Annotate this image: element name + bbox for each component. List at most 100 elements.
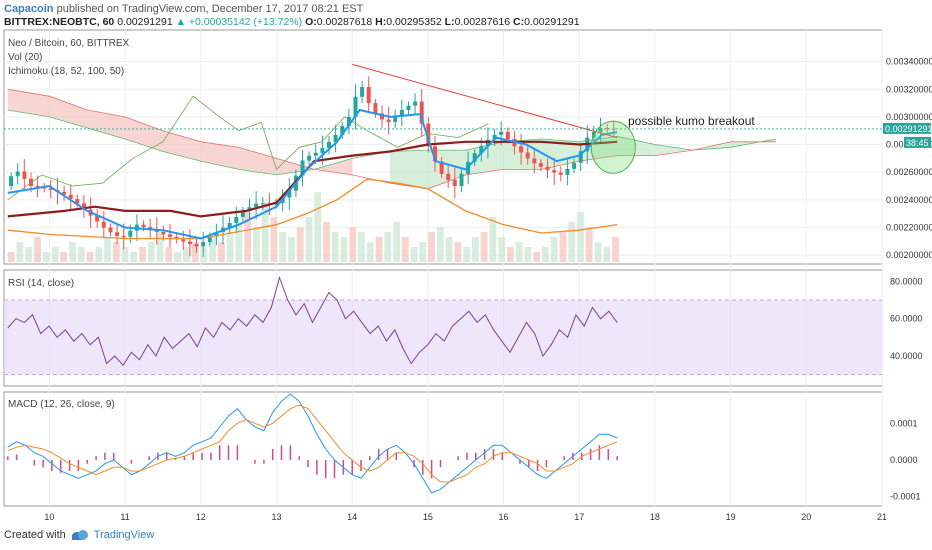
kumo-layer xyxy=(7,88,777,190)
candle-body-34 xyxy=(234,216,239,223)
price-tick-label-7: 0.00200000 xyxy=(886,250,932,260)
volume-bar-6 xyxy=(60,252,68,262)
macd-tick-label-1: 0.0000 xyxy=(890,455,918,465)
candle-body-63 xyxy=(426,123,431,147)
volume-bar-61 xyxy=(542,247,549,262)
last-price: 0.00291291 xyxy=(117,16,173,28)
macd-tick-label-2: -0.0001 xyxy=(890,492,921,502)
volume-bar-69 xyxy=(612,237,619,262)
candle-body-62 xyxy=(419,101,424,124)
time-tick-label-11: 21 xyxy=(877,512,887,522)
candle-body-71 xyxy=(479,145,484,154)
volume-bar-48 xyxy=(428,232,435,262)
candle-body-67 xyxy=(452,180,457,186)
breakout-highlight-circle xyxy=(590,120,636,174)
volume-bar-35 xyxy=(314,192,322,262)
volume-bar-1 xyxy=(16,242,24,262)
volume-bar-24 xyxy=(218,242,225,262)
price-tick-label-5: 0.00240000 xyxy=(886,195,932,205)
candle-body-8 xyxy=(62,191,67,195)
volume-bar-40 xyxy=(358,232,365,262)
volume-bar-4 xyxy=(42,252,50,262)
open-value: 0.00287618 xyxy=(316,16,373,28)
volume-bar-42 xyxy=(375,237,383,262)
volume-bar-59 xyxy=(524,247,532,262)
volume-bar-44 xyxy=(393,222,400,262)
rsi-tick-label-2: 40.0000 xyxy=(890,351,923,361)
candle-body-14 xyxy=(101,221,106,228)
price-tick-label-4: 0.00260000 xyxy=(886,167,932,177)
macd-pane[interactable] xyxy=(3,391,883,507)
rsi-layer xyxy=(4,275,882,376)
time-tick-label-5: 15 xyxy=(423,512,433,522)
candle-body-65 xyxy=(439,161,444,174)
kumo-cloud-bearish xyxy=(7,89,353,175)
volume-bar-29 xyxy=(261,202,269,262)
resistance-trendline xyxy=(352,63,618,139)
candle-body-2 xyxy=(22,171,27,179)
price-tick-label-1: 0.00320000 xyxy=(886,84,932,94)
macd-title[interactable]: MACD (12, 26, close, 9) xyxy=(8,399,115,410)
candle-body-48 xyxy=(327,142,331,148)
candle-body-74 xyxy=(499,131,504,135)
last-price-marker: 0.00291291 38:45 xyxy=(883,122,932,148)
candle-body-42 xyxy=(287,190,292,198)
volume-bar-20 xyxy=(183,247,190,262)
volume-bar-3 xyxy=(34,237,41,262)
time-tick-label-7: 17 xyxy=(574,512,584,522)
volume-bar-60 xyxy=(533,252,541,262)
candle-body-44 xyxy=(300,160,305,176)
main-chart-title: Neo / Bitcoin, 60, BITTREX xyxy=(8,38,129,49)
low-value: 0.00287616 xyxy=(454,16,511,28)
candle-body-80 xyxy=(538,163,543,167)
volume-bar-28 xyxy=(253,227,260,262)
author-link[interactable]: Capacoin xyxy=(4,3,54,15)
candle-body-15 xyxy=(108,227,113,233)
volume-bar-68 xyxy=(603,247,611,262)
kumo-breakout-annotation: possible kumo breakout xyxy=(628,114,755,128)
bar-countdown: 38:45 xyxy=(906,138,929,148)
candle-body-56 xyxy=(380,113,384,120)
volume-bar-19 xyxy=(174,252,181,262)
kumo-cloud-bullish xyxy=(390,136,776,189)
candle-body-55 xyxy=(373,103,378,114)
rsi-tick-label-0: 80.0000 xyxy=(890,276,923,286)
candle-body-85 xyxy=(572,162,577,169)
volume-bar-27 xyxy=(244,212,252,262)
tradingview-brand[interactable]: TradingView xyxy=(93,529,155,541)
candle-body-81 xyxy=(545,166,550,171)
close-value: 0.00291291 xyxy=(524,16,580,28)
candle-body-77 xyxy=(519,146,524,153)
macd-line xyxy=(7,393,618,494)
candle-body-29 xyxy=(201,242,206,247)
candle-body-20 xyxy=(141,224,146,228)
candle-body-35 xyxy=(240,210,245,217)
volume-bar-63 xyxy=(559,232,567,262)
ichimoku-indicator-label[interactable]: Ichimoku (18, 52, 100, 50) xyxy=(8,66,124,77)
candle-body-1 xyxy=(15,171,20,177)
volume-bar-12 xyxy=(112,242,120,262)
price-change: ▲ +0.00035142 (+13.72%) xyxy=(175,16,303,28)
conversion-line xyxy=(7,108,618,240)
candle-body-50 xyxy=(340,126,345,136)
time-tick-label-9: 19 xyxy=(726,512,736,522)
axis-layer: 10 11 12 13 14 15 16 17 18 19 20 21 0.00340000 0.0032… xyxy=(44,57,932,522)
candle-body-6 xyxy=(48,188,53,190)
candle-body-24 xyxy=(168,234,173,237)
rsi-title[interactable]: RSI (14, close) xyxy=(8,278,74,289)
time-tick-label-8: 18 xyxy=(650,512,660,522)
candle-body-11 xyxy=(82,203,86,210)
time-tick-label-6: 16 xyxy=(499,512,509,522)
volume-bar-5 xyxy=(51,247,59,262)
volume-bar-32 xyxy=(288,237,295,262)
volume-bar-23 xyxy=(209,237,216,262)
candle-body-78 xyxy=(525,152,530,159)
created-with-text: Created with xyxy=(4,529,66,541)
candle-body-73 xyxy=(492,134,497,140)
candle-body-9 xyxy=(68,194,73,199)
candle-body-16 xyxy=(115,232,120,236)
volume-bar-26 xyxy=(235,222,243,262)
volume-indicator-label[interactable]: Vol (20) xyxy=(8,52,42,63)
candle-body-26 xyxy=(181,239,186,242)
